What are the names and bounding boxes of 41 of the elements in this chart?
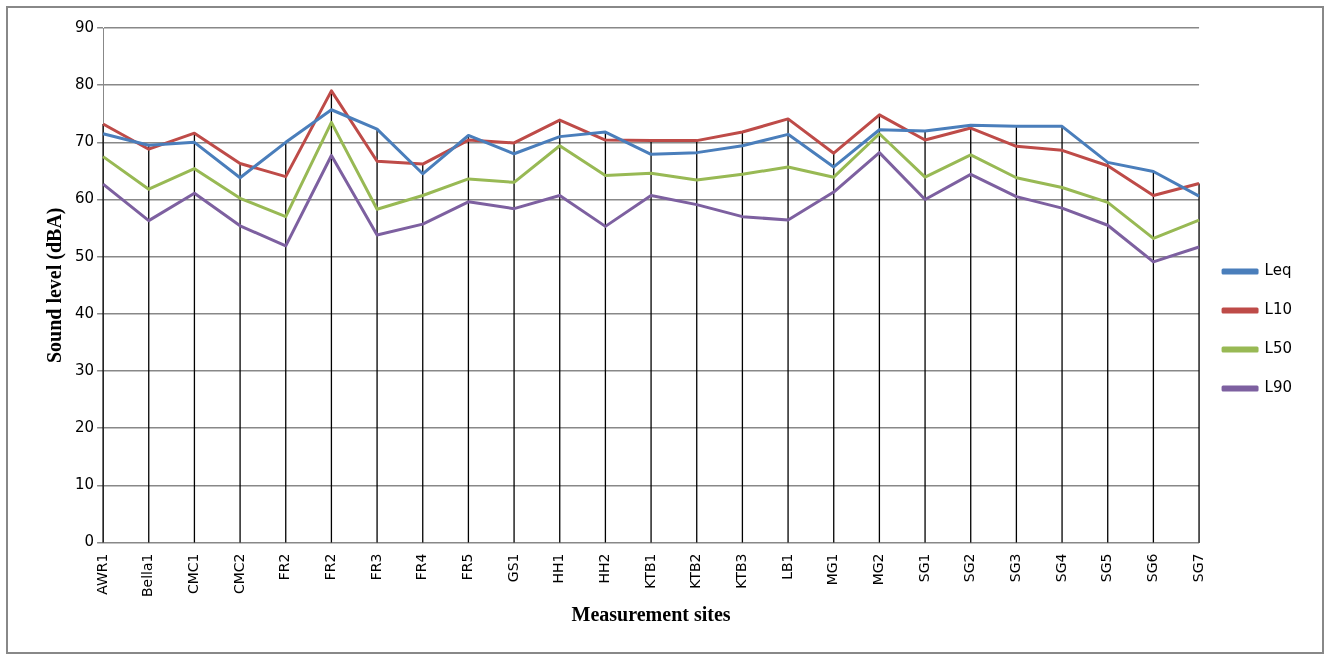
x-tick-label: MG1: [824, 553, 841, 586]
x-tick-label: SG3: [1007, 553, 1024, 583]
x-tick-label: HH2: [596, 553, 613, 584]
y-tick-label: 90: [74, 17, 95, 36]
x-axis-title: Measurement sites: [571, 603, 731, 626]
y-axis-title: Sound level (dBA): [43, 207, 67, 364]
legend-label: L10: [1264, 300, 1293, 319]
legend-label: L50: [1264, 339, 1293, 358]
y-tick-label: 80: [74, 75, 95, 94]
legend-label: Leq: [1264, 261, 1292, 280]
x-tick-label: FR3: [367, 553, 384, 581]
x-tick-label: SG4: [1052, 553, 1069, 583]
x-tick-label: SG2: [961, 553, 978, 583]
x-tick-label: SG7: [1189, 553, 1206, 583]
x-tick-label: FR5: [459, 553, 476, 581]
y-tick-label: 30: [74, 360, 95, 379]
x-tick-label: HH1: [550, 553, 567, 584]
x-tick-label: MG2: [870, 553, 887, 586]
x-tick-label: KTB2: [687, 553, 704, 589]
x-tick-label: FR4: [413, 553, 430, 581]
x-tick-label: LB1: [778, 553, 795, 580]
x-tick-label: GS1: [504, 553, 521, 583]
x-tick-label: KTB3: [733, 553, 750, 589]
y-tick-label: 40: [74, 303, 95, 322]
y-tick-label: 20: [74, 418, 95, 437]
y-tick-label: 60: [74, 189, 95, 208]
x-tick-label: CMC2: [230, 553, 247, 595]
x-tick-label: FR2: [276, 553, 293, 581]
x-tick-label: SG1: [915, 553, 932, 583]
x-tick-label: Bella1: [139, 553, 156, 597]
y-tick-label: 50: [74, 246, 95, 265]
x-tick-label: SG5: [1098, 553, 1115, 583]
x-tick-label: FR2: [322, 553, 339, 581]
y-tick-label: 70: [74, 132, 95, 151]
y-tick-label: 10: [74, 475, 95, 494]
y-tick-label: 0: [84, 532, 95, 551]
legend-label: L90: [1264, 378, 1293, 397]
x-tick-label: KTB1: [641, 553, 658, 589]
x-tick-label: SG6: [1144, 553, 1161, 583]
x-tick-label: CMC1: [185, 553, 202, 595]
x-tick-label: AWR1: [93, 553, 110, 595]
